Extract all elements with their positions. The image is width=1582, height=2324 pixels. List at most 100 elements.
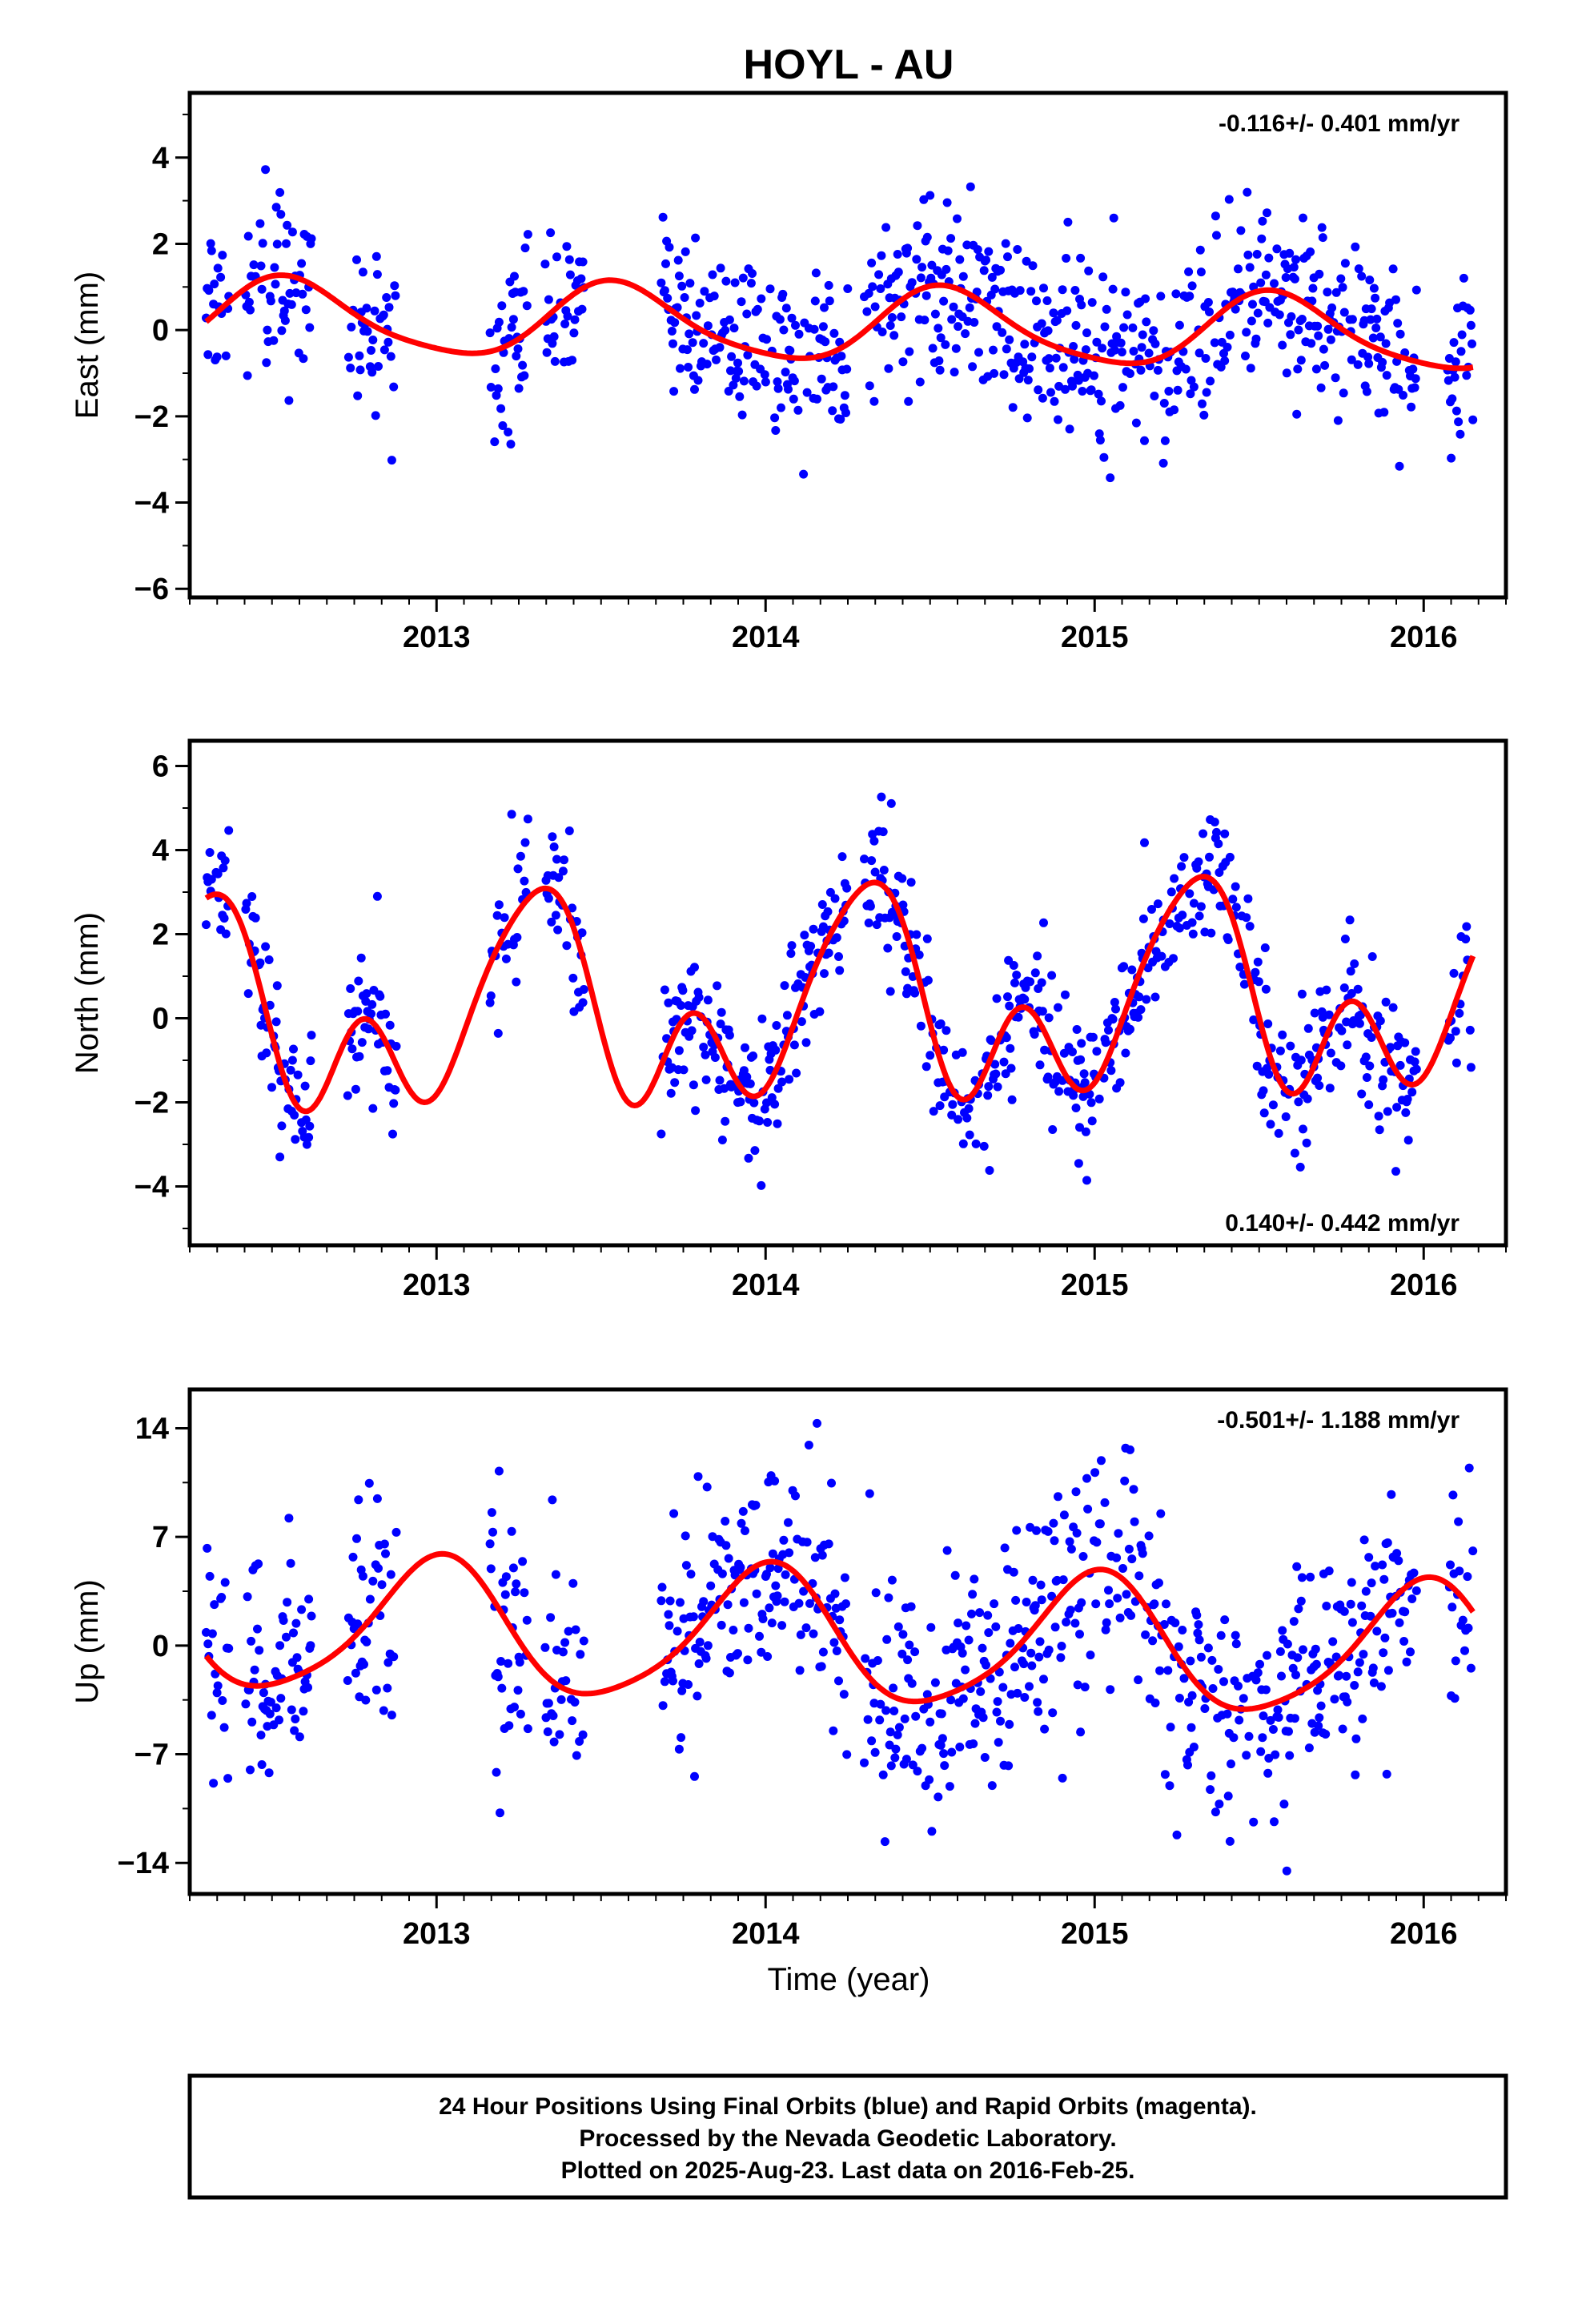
data-point — [676, 364, 685, 373]
data-point — [946, 234, 956, 243]
data-point — [737, 1518, 746, 1528]
data-point — [270, 263, 279, 272]
data-point — [1044, 354, 1054, 364]
data-point — [297, 1605, 307, 1614]
data-point — [254, 1559, 263, 1569]
data-point — [777, 1077, 787, 1087]
data-point — [1297, 1573, 1307, 1582]
data-point — [1449, 968, 1459, 978]
data-point — [1281, 273, 1291, 282]
data-point — [304, 1132, 314, 1142]
data-point — [1387, 1490, 1396, 1499]
footer-line-3: Plotted on 2025-Aug-23. Last data on 201… — [561, 2157, 1135, 2184]
data-point — [842, 883, 852, 893]
data-point — [1207, 928, 1216, 938]
data-point — [1256, 278, 1266, 287]
data-point — [1134, 1675, 1143, 1685]
data-point — [1314, 1721, 1323, 1731]
data-point — [930, 309, 940, 319]
data-point — [738, 273, 748, 283]
data-point — [220, 1578, 230, 1587]
data-point — [961, 1665, 970, 1675]
data-point — [1361, 1052, 1371, 1062]
data-point — [355, 365, 365, 375]
data-point — [741, 1526, 749, 1535]
data-point — [770, 413, 780, 423]
data-point — [901, 1755, 911, 1764]
data-point — [739, 1598, 749, 1607]
data-point — [1257, 234, 1267, 243]
data-point — [1155, 1666, 1165, 1675]
data-point — [485, 998, 495, 1007]
y-axis-label: Up (mm) — [70, 1579, 105, 1704]
data-point — [1026, 287, 1036, 296]
data-point — [1294, 325, 1303, 335]
data-point — [570, 1698, 580, 1707]
data-point — [577, 304, 587, 314]
data-point — [1058, 1575, 1068, 1585]
data-point — [242, 899, 251, 908]
data-point — [736, 1562, 745, 1572]
data-point — [1261, 1685, 1271, 1695]
data-point — [1248, 300, 1257, 309]
data-point — [1395, 329, 1405, 339]
data-point — [1076, 253, 1086, 263]
data-point — [694, 992, 704, 1002]
data-point — [1014, 1012, 1023, 1022]
data-point — [685, 279, 695, 288]
data-point — [868, 282, 877, 292]
data-point — [875, 1715, 885, 1725]
data-point — [522, 1615, 532, 1625]
data-point — [943, 246, 953, 255]
data-point — [1084, 266, 1094, 275]
data-point — [1339, 1606, 1349, 1616]
data-point — [1014, 1624, 1023, 1633]
data-point — [1211, 1807, 1220, 1817]
data-point — [244, 297, 254, 307]
data-point — [1193, 1628, 1203, 1638]
data-point — [513, 864, 523, 874]
data-point — [1286, 330, 1295, 340]
data-point — [893, 1730, 902, 1739]
data-point — [1463, 1572, 1472, 1582]
data-point — [1170, 874, 1179, 883]
data-point — [496, 404, 506, 413]
data-point — [383, 337, 393, 347]
data-point — [1098, 272, 1108, 282]
data-point — [1036, 1580, 1046, 1590]
data-point — [1030, 968, 1040, 978]
data-point — [243, 989, 253, 999]
data-point — [986, 1674, 995, 1683]
data-point — [1048, 1708, 1058, 1718]
data-point — [1189, 382, 1199, 392]
data-point — [767, 1618, 777, 1628]
data-point — [1003, 252, 1012, 262]
data-point — [1013, 245, 1022, 254]
data-point — [889, 1683, 898, 1693]
data-point — [352, 255, 361, 264]
data-point — [891, 1744, 901, 1754]
data-point — [1160, 1770, 1170, 1779]
data-point — [1047, 971, 1057, 980]
data-point — [993, 1082, 1002, 1092]
data-point — [1110, 998, 1119, 1007]
data-point — [837, 852, 847, 862]
data-point — [297, 259, 307, 268]
data-point — [1386, 1043, 1395, 1052]
data-point — [809, 924, 818, 934]
data-point — [251, 913, 260, 923]
data-point — [1212, 827, 1221, 837]
data-point — [874, 270, 884, 279]
data-point — [1452, 1058, 1461, 1068]
data-point — [558, 866, 568, 876]
data-point — [1290, 1148, 1299, 1158]
data-point — [1239, 979, 1249, 989]
data-point — [1150, 339, 1160, 348]
data-point — [779, 325, 789, 335]
data-point — [1246, 364, 1255, 373]
data-point — [1224, 195, 1234, 204]
data-point — [1165, 1781, 1174, 1791]
data-point — [1203, 298, 1213, 307]
data-point — [1375, 1016, 1385, 1026]
